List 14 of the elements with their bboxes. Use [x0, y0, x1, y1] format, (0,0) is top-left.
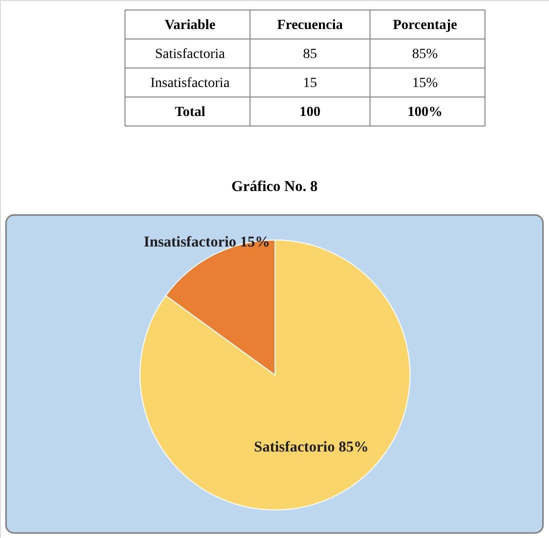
text: 15%	[412, 76, 438, 91]
text: 15	[303, 76, 317, 91]
text: 85	[303, 47, 317, 62]
text: 100	[300, 105, 320, 120]
text: Satisfactoria	[155, 47, 226, 62]
text: Frecuencia	[277, 18, 343, 33]
text: Insatisfactoria	[150, 76, 230, 91]
chart-title: Gráfico No. 8	[231, 179, 318, 195]
text: 100%	[408, 105, 442, 120]
text: 85%	[412, 47, 438, 62]
text: Porcentaje	[392, 18, 458, 33]
slice-label: Satisfactorio 85%	[254, 439, 369, 456]
text: Variable	[164, 18, 216, 33]
text: Total	[174, 105, 206, 120]
